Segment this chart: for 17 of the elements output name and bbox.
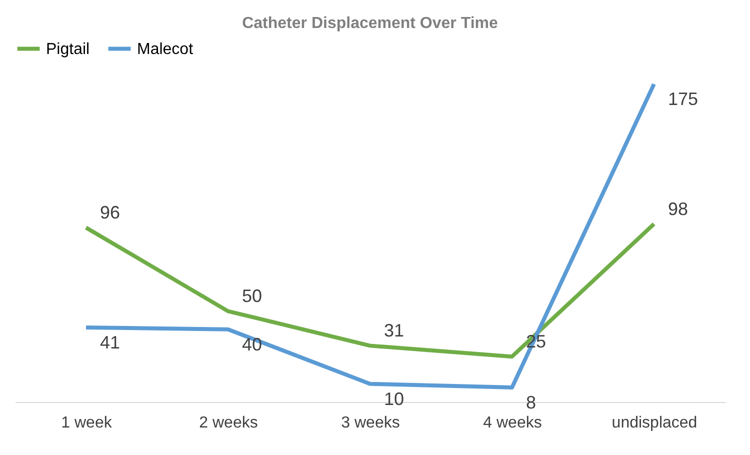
data-label: 41 xyxy=(100,332,120,353)
x-tick-label: 2 weeks xyxy=(199,414,258,432)
data-label: 175 xyxy=(668,89,698,110)
legend-label: Malecot xyxy=(137,40,194,58)
data-label: 10 xyxy=(384,388,404,409)
x-tick-label: 3 weeks xyxy=(341,414,400,432)
chart-title: Catheter Displacement Over Time xyxy=(242,15,498,32)
legend-label: Pigtail xyxy=(46,40,90,58)
x-tick-label: 1 week xyxy=(61,414,113,432)
data-label: 98 xyxy=(668,198,688,219)
data-label: 31 xyxy=(384,320,404,341)
data-label: 50 xyxy=(242,286,262,306)
data-label: 96 xyxy=(100,202,120,223)
data-label: 40 xyxy=(242,334,262,354)
x-tick-label: 4 weeks xyxy=(483,414,542,432)
x-tick-label: undisplaced xyxy=(612,414,698,432)
data-label: 8 xyxy=(526,392,536,412)
